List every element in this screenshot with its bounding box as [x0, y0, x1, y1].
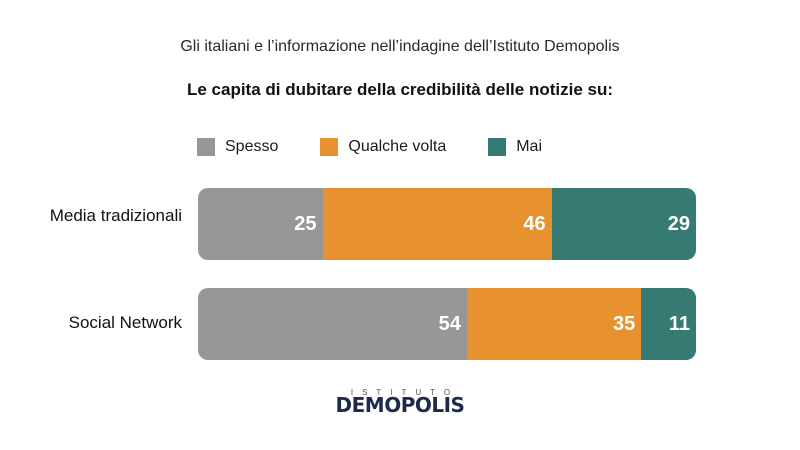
- bar-media-tradizionali: 25 46 29: [198, 188, 696, 260]
- chart-subtitle: Gli italiani e l’informazione nell’indag…: [180, 38, 620, 55]
- bar-segment-spesso-social-network: 54: [198, 288, 467, 360]
- bar-social-network: 54 35 11: [198, 288, 696, 360]
- bar-segment-qualche-volta-media-tradizionali: 46: [322, 188, 552, 260]
- bar-segment-qualche-volta-social-network: 35: [466, 288, 642, 360]
- data-label: 35: [612, 312, 636, 335]
- bar-segment-mai-social-network: 11: [641, 288, 696, 360]
- legend-item-mai: Mai: [488, 138, 542, 156]
- legend-label-mai: Mai: [516, 138, 542, 155]
- bar-segment-mai-media-tradizionali: 29: [551, 188, 696, 260]
- legend-label-spesso: Spesso: [225, 138, 279, 155]
- logo-top-text: ISTITUTO: [350, 388, 460, 397]
- chart-legend: Spesso Qualche volta Mai: [197, 138, 584, 156]
- demopolis-logo: ISTITUTO DEMOPOLIS: [0, 388, 800, 417]
- bar-segment-spesso-media-tradizionali: 25: [198, 188, 323, 260]
- data-label: 54: [438, 312, 461, 335]
- legend-item-spesso: Spesso: [197, 138, 278, 156]
- data-label: 11: [668, 312, 690, 335]
- category-label-social-network: Social Network: [68, 313, 182, 332]
- legend-swatch-spesso: [197, 138, 215, 156]
- legend-swatch-mai: [488, 138, 507, 156]
- data-label: 25: [294, 212, 317, 235]
- data-label: 46: [523, 212, 546, 235]
- category-label-media-tradizionali: Media tradizionali: [49, 206, 182, 225]
- logo-main-text: DEMOPOLIS: [335, 393, 465, 417]
- chart-title: Le capita di dubitare della credibilità …: [186, 80, 614, 99]
- legend-swatch-qualche-volta: [320, 138, 339, 156]
- legend-item-qualche-volta: Qualche volta: [320, 138, 446, 156]
- legend-label-qualche-volta: Qualche volta: [348, 138, 447, 155]
- data-label: 29: [667, 212, 690, 235]
